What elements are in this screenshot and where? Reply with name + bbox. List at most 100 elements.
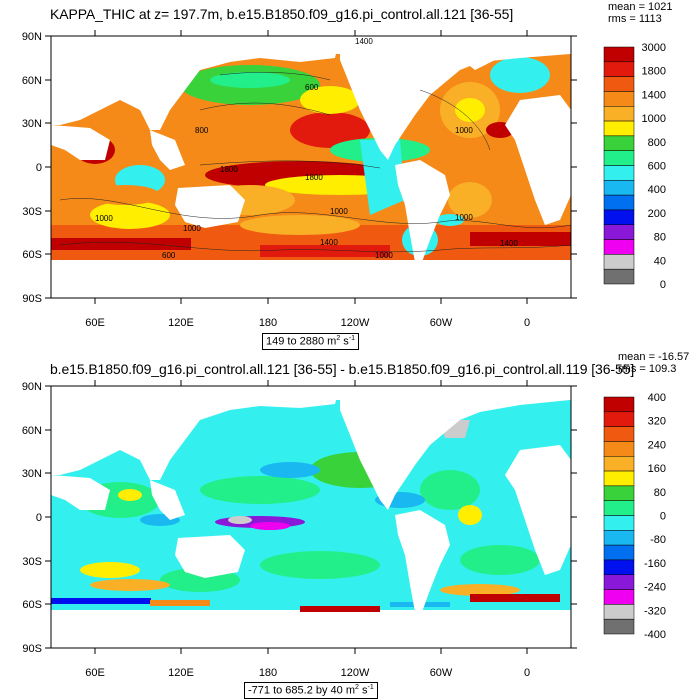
bottom-colorbar-cell (603, 441, 635, 457)
lat-label: 30N (22, 118, 42, 130)
bottom-colorbar-cell (603, 544, 635, 561)
top-colorbar-cell (603, 91, 635, 107)
bottom-map-panel: b.e15.B1850.f09_g16.pi_control.all.121 [… (0, 350, 700, 700)
top-range-label: 149 to 2880 m2 s-1 (262, 333, 360, 350)
bottom-map-field (51, 386, 571, 648)
top-map-mean: mean = 1021 (608, 1, 673, 13)
top-colorbar-cell (603, 180, 635, 196)
contour-label: 1000 (455, 213, 473, 222)
bottom-colorbar-cell (603, 618, 635, 635)
top-map-field: 1400 1000 1000 600 800 1000 1000 1400 14… (51, 36, 571, 298)
top-contour-labels: 1400 1000 1000 600 800 1000 1000 1400 14… (95, 37, 518, 260)
lat-label: 30S (22, 206, 42, 218)
bottom-range-suffix: s (358, 684, 368, 697)
bottom-colorbar-cell (603, 426, 635, 442)
top-colorbar-cell (603, 135, 635, 151)
lon-label: 0 (524, 317, 530, 329)
top-map-panel: KAPPA_THIC at z= 197.7m, b.e15.B1850.f09… (22, 1, 673, 350)
top-range-suffix: s (340, 335, 349, 348)
top-colorbar-cell (603, 239, 635, 255)
contour-label: 1400 (355, 37, 373, 46)
lon-label: 60W (430, 667, 453, 679)
lat-label: 60S (22, 249, 42, 261)
lon-label: 0 (524, 667, 530, 679)
bottom-lat-axis: 90N 60N 30N 0 30S 60S 90S (22, 381, 42, 655)
top-colorbar-cell (603, 254, 635, 270)
contour-label: 600 (162, 251, 176, 260)
bottom-colorbar-label: -400 (644, 629, 666, 641)
lon-label: 180 (259, 667, 277, 679)
bottom-colorbar-cell (603, 500, 635, 516)
contour-label: 1000 (375, 251, 393, 260)
bottom-colorbar-cell (603, 574, 635, 590)
lon-label: 120E (168, 667, 194, 679)
lat-label: 90N (22, 31, 42, 43)
lat-label: 90S (22, 643, 42, 655)
top-colorbar-label: 200 (648, 208, 666, 220)
contour-label: 1000 (183, 224, 201, 233)
bottom-colorbar-label: 80 (654, 487, 666, 499)
top-colorbar-cell (603, 194, 635, 211)
top-colorbar-cell (603, 106, 635, 122)
contour-label: 1400 (500, 239, 518, 248)
bottom-map-rms: rms = 109.3 (618, 363, 677, 375)
contour-label: 1000 (455, 126, 473, 135)
top-colorbar-label: 0 (660, 279, 666, 291)
bottom-colorbar-label: 320 (648, 416, 666, 428)
bottom-colorbar-cell (603, 485, 635, 501)
top-colorbar-label: 1400 (642, 89, 666, 101)
top-lon-axis: 60E 120E 180 120W 60W 0 (85, 317, 530, 329)
bottom-colorbar-cell (603, 470, 635, 487)
bottom-colorbar-label: 160 (648, 463, 666, 475)
top-range-text: 149 to 2880 m (266, 335, 337, 348)
top-colorbar-cell (603, 76, 635, 92)
top-colorbar-cell (603, 46, 635, 63)
top-colorbar-cell (603, 120, 635, 137)
contour-label: 1800 (220, 165, 238, 174)
top-colorbar-cell (603, 268, 635, 285)
contour-label: 800 (195, 126, 209, 135)
contour-label: 1000 (95, 214, 113, 223)
bottom-colorbar-label: -80 (650, 534, 666, 546)
bottom-colorbar-label: -320 (644, 605, 666, 617)
bottom-colorbar-label: -160 (644, 558, 666, 570)
lat-label: 60N (22, 75, 42, 87)
top-range-sup2: -1 (348, 335, 356, 342)
lon-label: 120W (341, 317, 370, 329)
top-colorbar-cell (603, 165, 635, 181)
lon-label: 120W (341, 667, 370, 679)
bottom-map-svg: 90N 60N 30N 0 30S 60S 90S 60E 120E 180 1… (22, 380, 666, 679)
bottom-range-sup2: -1 (367, 684, 374, 691)
bottom-colorbar-cell (603, 456, 635, 472)
contour-label: 600 (305, 83, 319, 92)
bottom-colorbar: 400 320 240 160 80 0 -80 -160 -240 -320 -400 (603, 392, 666, 641)
lon-label: 60E (85, 317, 105, 329)
bottom-lon-axis: 60E 120E 180 120W 60W 0 (85, 667, 530, 679)
top-colorbar-label: 40 (654, 255, 666, 267)
lon-label: 60E (85, 667, 105, 679)
contour-label: 1800 (305, 173, 323, 182)
bottom-range-label: -771 to 685.2 by 40 m2 s-1 (244, 682, 378, 699)
bottom-colorbar-cell (603, 559, 635, 575)
bottom-colorbar-cell (603, 589, 635, 605)
bottom-colorbar-cell (603, 411, 635, 427)
bottom-map-mean: mean = -16.57 (618, 351, 690, 363)
bottom-range-text: -771 to 685.2 by 40 m (248, 684, 356, 697)
bottom-colorbar-cell (603, 515, 635, 531)
top-colorbar-label: 800 (648, 137, 666, 149)
lat-label: 0 (36, 512, 42, 524)
bottom-colorbar-label: 240 (648, 439, 666, 451)
bottom-colorbar-cell (603, 530, 635, 546)
top-colorbar-label: 80 (654, 232, 666, 244)
top-map-stats: mean = 1021 rms = 1113 (608, 1, 673, 25)
bottom-colorbar-cell (603, 396, 635, 413)
top-colorbar-label: 400 (648, 184, 666, 196)
top-colorbar-cell (603, 61, 635, 77)
top-lat-axis: 90N 60N 30N 0 30S 60S 90S (22, 31, 42, 305)
contour-label: 1000 (330, 207, 348, 216)
lat-label: 0 (36, 162, 42, 174)
bottom-colorbar-label: -240 (644, 582, 666, 594)
bottom-range-sup: 2 (355, 684, 359, 691)
lon-label: 180 (259, 317, 277, 329)
